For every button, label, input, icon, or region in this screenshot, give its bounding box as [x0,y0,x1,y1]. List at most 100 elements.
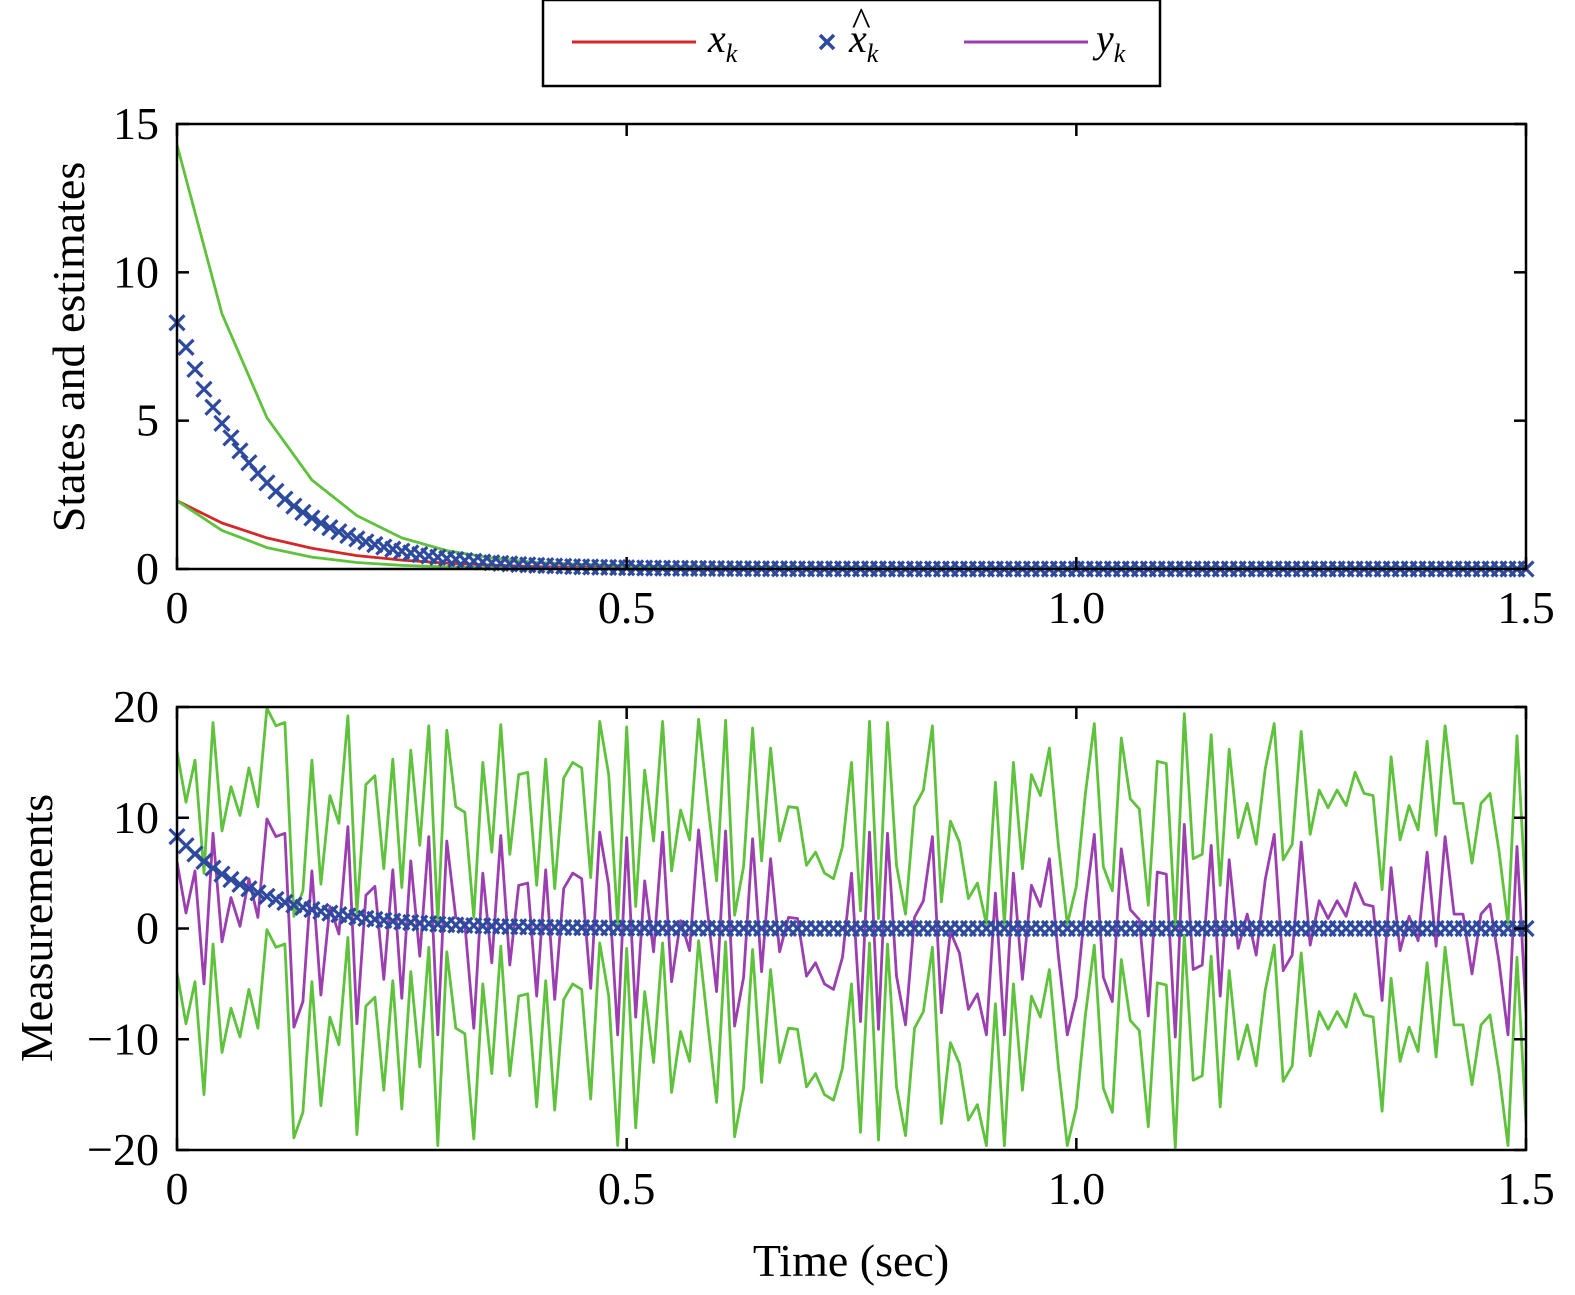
estimate-marker [303,509,321,527]
top-xtick-label: 0.5 [598,582,656,633]
estimate-marker-stroke [222,429,240,447]
estimate-marker-stroke [321,904,339,922]
estimate-marker-stroke [186,360,204,379]
measurement-line [177,817,1526,1039]
bottom-ytick-label: −10 [87,1013,159,1064]
top-ytick-label: 5 [136,395,159,446]
estimate-marker-stroke [357,533,375,551]
top-ytick-label: 0 [136,543,159,594]
estimate-marker-stroke [375,538,393,556]
estimate-marker-stroke [276,490,294,508]
top-ytick-label: 10 [113,246,159,297]
estimate-marker-stroke [240,880,258,898]
top-plot-lines [177,144,1526,569]
bottom-plot-markers [168,827,1535,938]
estimate-marker-stroke [420,547,438,565]
estimate-marker-stroke [303,509,321,527]
estimate-marker [231,875,249,894]
estimate-marker [195,852,213,871]
bottom-xlabel: Time (sec) [753,1235,949,1286]
legend-hat-estimate: ^ [851,0,871,44]
estimate-marker [312,514,330,532]
estimate-marker-stroke [330,523,348,541]
estimate-marker-stroke [249,884,267,902]
estimate-marker-stroke [177,338,195,356]
top-upper-bound-line [177,144,1526,569]
estimate-marker [231,442,249,460]
top-state-line [177,499,1526,569]
estimate-marker-stroke [384,540,402,558]
estimate-marker-stroke [240,454,258,472]
estimate-marker-stroke [177,837,195,855]
estimate-marker-stroke [285,896,303,914]
estimate-marker-stroke [186,845,204,863]
estimate-marker [177,338,195,356]
bottom-ytick-label: 10 [113,792,159,843]
estimate-marker-stroke [276,893,294,912]
estimate-marker [249,884,267,902]
estimate-marker-stroke [195,852,213,871]
bottom-plot-ticks: 0 0.5 1.0 1.5 −20 −10 0 10 20 [87,681,1555,1214]
estimate-marker-stroke [258,474,276,492]
estimate-marker-stroke [204,398,222,416]
estimate-marker-stroke [339,526,357,545]
estimate-marker-stroke [366,535,384,554]
top-ylabel: States and estimates [43,162,94,532]
estimate-marker [204,859,222,877]
estimate-marker-stroke [195,380,213,398]
estimate-marker-stroke [312,514,330,532]
estimate-marker-stroke [303,900,321,919]
estimate-marker [186,360,204,379]
estimate-marker [213,865,231,883]
estimate-marker [285,497,303,515]
bottom-xtick-label: 1.0 [1048,1163,1106,1214]
legend-label-state: xk [707,16,738,68]
bottom-ytick-label: −20 [87,1124,159,1175]
estimate-marker [204,398,222,416]
estimate-marker-stroke [249,464,267,482]
estimate-marker-stroke [231,875,249,894]
legend-swatch-estimate [818,33,836,51]
top-xtick-label: 1.0 [1048,582,1106,633]
bottom-xtick-label: 0 [166,1163,189,1214]
estimate-marker-stroke [213,414,231,432]
estimate-marker-stroke [330,905,348,924]
estimate-marker [222,870,240,889]
top-ytick-label: 15 [113,98,159,149]
top-xtick-label: 1.5 [1497,582,1555,633]
estimate-marker-stroke [285,497,303,515]
estimate-marker [294,503,312,522]
estimate-marker-stroke [267,890,285,909]
estimate-marker [240,880,258,898]
top-plot-frame [175,122,1528,571]
bottom-ytick-label: 20 [113,681,159,732]
top-plot-markers [168,314,1535,578]
legend-label-measurement: yk [1092,16,1126,68]
estimate-marker-stroke [348,530,366,548]
estimate-marker-stroke [213,865,231,883]
estimate-marker [339,526,357,545]
estimate-marker [321,519,339,537]
estimate-marker-stroke [411,545,429,564]
bottom-plot: 0 0.5 1.0 1.5 −20 −10 0 10 20 Measurements Time … [11,681,1555,1286]
legend: xk ^ xk yk [541,0,1162,88]
estimate-marker [330,523,348,541]
bottom-xtick-label: 0.5 [598,1163,656,1214]
bottom-plot-lines [177,707,1526,1150]
estimate-marker-stroke [222,870,240,889]
bottom-ytick-label: 0 [136,903,159,954]
estimate-marker [213,414,231,432]
estimate-marker-stroke [204,859,222,877]
estimate-marker [195,380,213,398]
legend-label-estimate: xk [848,16,879,68]
estimate-marker-stroke [294,898,312,916]
estimate-marker-stroke [393,542,411,560]
bottom-xtick-label: 1.5 [1497,1163,1555,1214]
top-plot: 0 0.5 1.0 1.5 0 5 10 15 States and estimates [43,98,1555,633]
top-plot-ticks: 0 0.5 1.0 1.5 0 5 10 15 [113,98,1555,633]
estimate-marker-stroke [402,544,420,562]
bottom-ylabel: Measurements [11,794,62,1062]
estimate-marker-stroke [258,887,276,905]
estimate-marker-stroke [231,442,249,460]
